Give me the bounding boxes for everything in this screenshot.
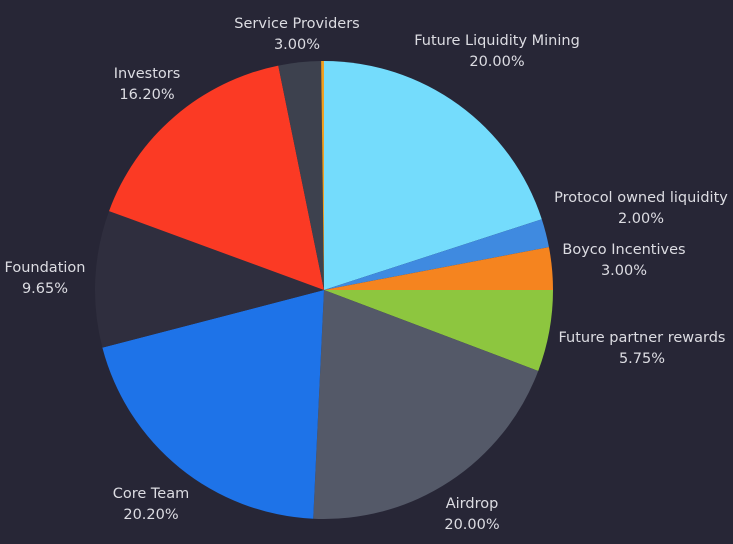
slice-label-percent: 20.20% <box>123 507 179 523</box>
pie-slices <box>95 61 553 519</box>
slice-label-name: Airdrop <box>445 496 499 512</box>
slice-label-name: Future partner rewards <box>558 330 726 346</box>
slice-label-percent: 9.65% <box>21 281 69 297</box>
slice-label-name: Boyco Incentives <box>562 242 686 258</box>
slice-label: Future Liquidity Mining 20.00% <box>414 31 580 73</box>
slice-label: Protocol owned liquidity 2.00% <box>554 188 728 230</box>
slice-label-name: Service Providers <box>234 16 360 32</box>
pie-slice-foundation <box>95 211 324 348</box>
slice-label-name: Protocol owned liquidity <box>554 190 728 206</box>
slice-label-percent: 2.00% <box>617 211 665 227</box>
slice-label-name: Core Team <box>112 486 190 502</box>
slice-label-name: Foundation <box>4 260 86 276</box>
slice-label-percent: 3.00% <box>600 263 648 279</box>
slice-label: Boyco Incentives 3.00% <box>562 240 685 282</box>
slice-label: Investors 16.20% <box>114 64 181 106</box>
slice-label-percent: 5.75% <box>618 351 666 367</box>
pie-slice-core-team <box>102 290 324 519</box>
pie-slice-future-liquidity-mining <box>324 61 542 290</box>
slice-label: Core Team 20.20% <box>113 484 190 526</box>
pie-slice-investors <box>109 65 325 290</box>
slice-label-percent: 16.20% <box>119 87 175 103</box>
slice-label-name: Future Liquidity Mining <box>414 33 580 49</box>
slice-label-percent: 3.00% <box>273 37 321 53</box>
slice-label-percent: 20.00% <box>469 54 525 70</box>
pie-slice-airdrop <box>313 290 539 519</box>
slice-label: Future partner rewards 5.75% <box>559 328 726 370</box>
pie-slice-future-partner-rewards <box>324 290 553 371</box>
slice-label-name: Investors <box>113 66 181 82</box>
pie-slice-unlabeled <box>321 61 324 290</box>
pie-slice-protocol-owned-liquidity <box>324 219 549 290</box>
slice-label: Airdrop 20.00% <box>444 494 499 536</box>
slice-label: Foundation 9.65% <box>5 258 86 300</box>
slice-label: Service Providers 3.00% <box>234 14 359 56</box>
pie-slice-service-providers <box>278 61 324 290</box>
slice-label-percent: 20.00% <box>444 517 500 533</box>
pie-slice-boyco-incentives <box>324 247 553 290</box>
